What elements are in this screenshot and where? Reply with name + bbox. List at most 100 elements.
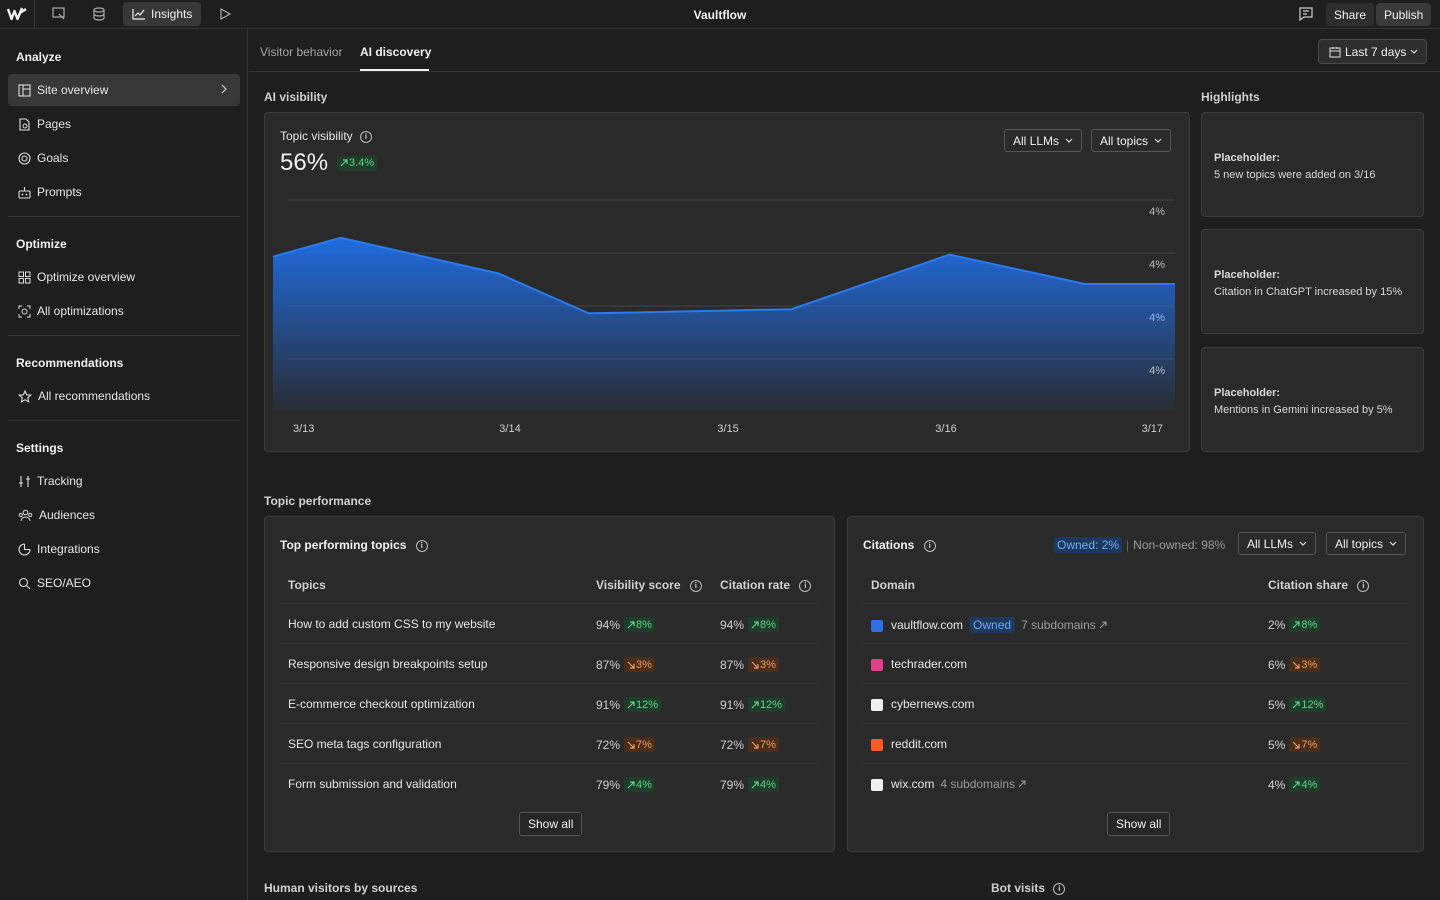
delta-badge: 4% <box>1289 777 1321 792</box>
y-tick-label: 4% <box>1149 365 1165 377</box>
arrow-up-right-icon <box>1292 620 1300 628</box>
table-row[interactable]: Form submission and validation 79% 4% 79% 4% <box>280 763 818 803</box>
external-link-icon <box>1099 621 1107 629</box>
sidebar-item-seo-aeo[interactable]: SEO/AEO <box>8 567 240 599</box>
citation-share: 5% 7% <box>1268 737 1321 752</box>
tab-ai-discovery[interactable]: AI discovery <box>360 45 432 59</box>
share-button[interactable]: Share <box>1326 3 1375 26</box>
citations-topic-filter-label: All topics <box>1335 536 1384 551</box>
info-icon[interactable]: i <box>923 539 936 552</box>
table-row[interactable]: reddit.com 5% 7% <box>863 723 1408 763</box>
table-row[interactable]: SEO meta tags configuration 72% 7% 72% 7% <box>280 723 818 763</box>
arrow-down-right-icon <box>627 661 635 669</box>
topic-visibility-label: Topic visibility <box>280 129 353 143</box>
arrow-up-right-icon <box>1292 780 1300 788</box>
delta-value: 8% <box>760 618 776 631</box>
sidebar-item-prompts[interactable]: Prompts <box>8 176 240 208</box>
visibility-score: 72% 7% <box>596 737 655 752</box>
cms-database-icon[interactable] <box>87 4 111 24</box>
sidebar-item-label: Prompts <box>37 185 82 199</box>
comments-icon[interactable] <box>1294 4 1318 24</box>
highlight-card[interactable]: Placeholder: 5 new topics were added on … <box>1201 112 1424 217</box>
info-icon[interactable]: i <box>1357 579 1370 592</box>
column-header-domain[interactable]: Domain <box>871 578 916 592</box>
recommendations-section-title: Recommendations <box>16 356 124 370</box>
insights-tab-button[interactable]: Insights <box>123 2 201 26</box>
info-icon[interactable]: i <box>360 130 373 143</box>
play-preview-icon[interactable] <box>213 4 237 24</box>
column-header-visibility-score[interactable]: Visibility score i <box>596 578 702 592</box>
chevron-down-icon <box>1389 541 1397 546</box>
domain-name[interactable]: reddit.com <box>891 737 948 751</box>
show-all-topics-button[interactable]: Show all <box>519 812 583 836</box>
citation-value: 91% <box>720 697 745 712</box>
ai-visibility-title: AI visibility <box>264 90 328 104</box>
column-header-topics[interactable]: Topics <box>288 578 326 592</box>
table-row[interactable]: cybernews.com 5% 12% <box>863 683 1408 723</box>
table-row[interactable]: techrader.com 6% 3% <box>863 643 1408 683</box>
delta-value: 12% <box>636 698 659 711</box>
bot-visits-label: Bot visits <box>991 881 1046 895</box>
topic-filter-dropdown[interactable]: All topics <box>1091 129 1172 152</box>
info-icon[interactable]: i <box>799 579 812 592</box>
visibility-value: 91% <box>596 697 621 712</box>
domain-name[interactable]: cybernews.com <box>891 697 975 711</box>
visibility-score: 87% 3% <box>596 657 655 672</box>
sidebar-item-goals[interactable]: Goals <box>8 142 240 174</box>
citations-llm-filter-dropdown[interactable]: All LLMs <box>1238 532 1317 555</box>
delta-value: 8% <box>1301 618 1318 631</box>
chevron-down-icon <box>1410 49 1418 54</box>
citations-topic-filter-dropdown[interactable]: All topics <box>1326 532 1407 555</box>
table-row[interactable]: How to add custom CSS to my website 94% 8%… <box>280 603 818 643</box>
sidebar-item-all-optimizations[interactable]: All optimizations <box>8 295 240 327</box>
sidebar-item-label: Tracking <box>37 474 83 488</box>
top-topics-header: Top performing topics i <box>280 538 428 552</box>
table-row[interactable]: Responsive design breakpoints setup 87% 3%… <box>280 643 818 683</box>
column-header-citation-share[interactable]: Citation share i <box>1268 578 1370 592</box>
designer-icon[interactable] <box>47 4 71 24</box>
info-icon[interactable]: i <box>415 539 428 552</box>
subdomains-link[interactable]: 4 subdomains <box>940 777 1026 791</box>
visibility-area-chart[interactable]: 4% 4% 4% 4% 3/13 3/14 3/15 3/16 3/17 <box>265 188 1189 443</box>
y-tick-label: 4% <box>1149 259 1165 271</box>
tab-visitor-behavior[interactable]: Visitor behavior <box>260 45 343 59</box>
info-icon[interactable]: i <box>1053 882 1066 895</box>
split-divider: | <box>1126 538 1130 552</box>
sidebar-item-integrations[interactable]: Integrations <box>8 533 240 565</box>
sidebar-item-pages[interactable]: Pages <box>8 108 240 140</box>
webflow-logo-icon[interactable] <box>0 0 35 28</box>
domain-name[interactable]: techrader.com <box>891 657 968 671</box>
sidebar-item-audiences[interactable]: Audiences <box>8 499 240 531</box>
subdomains-link[interactable]: 7 subdomains <box>1021 618 1107 632</box>
arrow-up-right-icon <box>627 700 635 708</box>
delta-value: 3% <box>1301 658 1318 671</box>
sidebar-item-site-overview[interactable]: Site overview <box>8 74 240 106</box>
domain-cell: vaultflow.com Owned 7 subdomains <box>871 617 1107 633</box>
info-icon[interactable]: i <box>689 579 702 592</box>
sidebar-item-optimize-overview[interactable]: Optimize overview <box>8 261 240 293</box>
citation-value: 94% <box>720 617 745 632</box>
date-range-picker[interactable]: Last 7 days <box>1318 39 1427 64</box>
sidebar-item-all-recommendations[interactable]: All recommendations <box>8 380 240 412</box>
show-all-citations-button[interactable]: Show all <box>1107 812 1171 836</box>
delta-badge: 12% <box>748 697 786 712</box>
highlight-card[interactable]: Placeholder: Citation in ChatGPT increas… <box>1201 229 1424 334</box>
highlight-text: Citation in ChatGPT increased by 15% <box>1214 286 1403 298</box>
publish-button[interactable]: Publish <box>1376 3 1432 26</box>
table-row[interactable]: E-commerce checkout optimization 91% 12% 91… <box>280 683 818 723</box>
llm-filter-dropdown[interactable]: All LLMs <box>1004 129 1083 152</box>
domain-name[interactable]: wix.com <box>891 777 935 791</box>
topic-filter-label: All topics <box>1100 133 1149 148</box>
delta-badge: 8% <box>748 617 779 632</box>
sidebar-item-tracking[interactable]: Tracking <box>8 465 240 497</box>
delta-value: 7% <box>1301 738 1318 751</box>
citation-share: 6% 3% <box>1268 657 1321 672</box>
robot-icon <box>18 186 31 199</box>
delta-value: 8% <box>636 618 652 631</box>
domain-name[interactable]: vaultflow.com <box>891 618 964 632</box>
column-header-citation-rate[interactable]: Citation rate i <box>720 578 812 592</box>
table-row[interactable]: vaultflow.com Owned 7 subdomains 2% 8% <box>863 603 1408 643</box>
highlight-card[interactable]: Placeholder: Mentions in Gemini increase… <box>1201 347 1424 452</box>
table-row[interactable]: wix.com 4 subdomains 4% 4% <box>863 763 1408 803</box>
search-icon <box>18 577 31 589</box>
